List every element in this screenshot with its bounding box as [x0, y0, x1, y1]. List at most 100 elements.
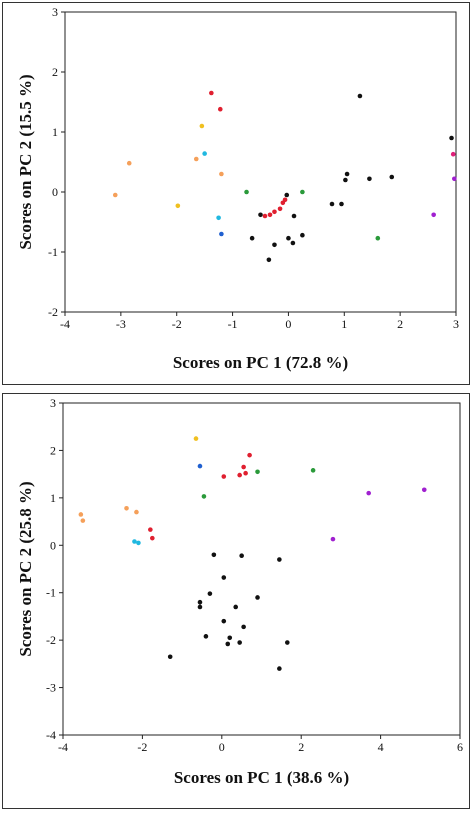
- chart-1-score-point: [267, 212, 273, 218]
- chart-1-y-tick-label: -1: [48, 245, 58, 259]
- chart-1-score-point: [272, 209, 277, 215]
- chart-2-x-tick-label: 0: [219, 740, 225, 754]
- chart-2-y-tick-label: 3: [50, 396, 56, 410]
- chart-1-score-point: [300, 232, 305, 238]
- chart-1-score-point: [219, 231, 224, 237]
- chart-2-score-point: [221, 474, 227, 479]
- chart-1-score-point: [291, 213, 297, 219]
- chart-2-score-point: [221, 575, 227, 580]
- chart-1-score-point: [209, 90, 214, 96]
- chart-1-score-point: [272, 242, 277, 248]
- chart-2-score-point: [136, 540, 141, 546]
- chart-2-x-tick-label: -2: [137, 740, 147, 754]
- chart-1-score-point: [357, 93, 363, 99]
- chart-1-y-tick-label: 1: [52, 125, 58, 139]
- chart-1-score-point: [389, 174, 395, 180]
- chart-1-score-point: [217, 106, 223, 112]
- chart-2-score-point: [366, 490, 371, 496]
- chart-2-y-tick-label: -1: [46, 586, 56, 600]
- pca-scores-plot-1: -4 -3 -2 -1 0 1 2 3 -2 -1 0 1 2 3 Scores on PC 1 (72.8…: [2, 2, 470, 385]
- chart-1-x-tick-label: -2: [172, 317, 182, 331]
- chart-1-score-point: [367, 176, 372, 182]
- chart-2-score-point: [421, 487, 427, 493]
- chart-2-svg: -4 -2 0 2 4 6 -4 -3 -2 -1 0 1 2 3 Scores on PC 1 (38.6…: [16, 396, 463, 787]
- pca-scores-plot-2: -4 -2 0 2 4 6 -4 -3 -2 -1 0 1 2 3 Scores on PC 1 (38.6…: [2, 393, 470, 809]
- chart-1-x-tick-label: 0: [285, 317, 291, 331]
- chart-2-plot-frame: [62, 402, 461, 736]
- chart-2-score-point: [132, 539, 137, 544]
- chart-1-y-axis-title: Scores on PC 2 (15.5 %): [16, 74, 35, 249]
- chart-2-score-point: [148, 527, 153, 532]
- chart-2-score-point: [247, 452, 252, 458]
- chart-1-score-point: [266, 257, 272, 263]
- chart-1-y-tick-label: 2: [52, 65, 58, 79]
- chart-2-score-point: [237, 640, 242, 645]
- chart-1-x-axis-title: Scores on PC 1 (72.8 %): [173, 353, 348, 372]
- chart-1-score-point: [199, 123, 205, 129]
- chart-1-score-point: [329, 201, 335, 207]
- chart-2-score-point: [310, 468, 316, 473]
- chart-1-score-point: [193, 156, 199, 162]
- chart-2-score-point: [255, 469, 260, 475]
- chart-2-score-point: [221, 618, 227, 624]
- chart-2-score-point: [227, 635, 233, 641]
- chart-1-score-point: [452, 176, 457, 182]
- chart-2-score-point: [167, 654, 173, 660]
- chart-2-score-point: [330, 536, 336, 542]
- chart-2-score-point: [201, 494, 207, 499]
- chart-1-score-point: [431, 212, 436, 218]
- chart-2-score-point: [197, 463, 203, 469]
- chart-1-x-tick-label: 3: [453, 317, 459, 331]
- chart-2-score-point: [225, 641, 231, 647]
- chart-2-x-axis-title: Scores on PC 1 (38.6 %): [174, 768, 349, 787]
- chart-2-y-tick-label: -3: [46, 681, 56, 695]
- chart-2-score-point: [237, 472, 242, 478]
- chart-1-score-point: [286, 235, 291, 241]
- chart-1-score-point: [175, 203, 181, 209]
- chart-2-y-tick-label: 2: [50, 443, 56, 457]
- chart-1-score-point: [343, 177, 348, 183]
- chart-1-x-tick-label: 1: [341, 317, 347, 331]
- chart-2-score-point: [197, 604, 203, 610]
- chart-1-score-point: [449, 135, 454, 141]
- chart-2-y-axis-title: Scores on PC 2 (25.8 %): [16, 481, 35, 656]
- chart-1-score-point: [112, 192, 118, 198]
- chart-1-score-point: [249, 235, 255, 241]
- chart-1-plot-frame: [64, 11, 457, 313]
- chart-1-y-tick-label: -2: [48, 305, 58, 319]
- chart-2-x-tick-label: 4: [378, 740, 384, 754]
- chart-1-score-point: [216, 215, 221, 221]
- chart-2-score-point: [193, 436, 199, 441]
- chart-2-score-point: [241, 624, 246, 630]
- chart-1-score-point: [277, 206, 283, 212]
- chart-1-score-point: [300, 189, 305, 195]
- chart-2-score-point: [134, 509, 139, 515]
- chart-2-y-tick-label: -4: [46, 728, 56, 742]
- chart-2-score-point: [150, 535, 155, 541]
- chart-1-x-tick-label: -4: [60, 317, 70, 331]
- chart-2-score-point: [241, 464, 246, 470]
- chart-2-y-tick-label: -2: [46, 633, 56, 647]
- chart-1-score-point: [375, 235, 381, 241]
- chart-2-y-tick-label: 1: [50, 491, 56, 505]
- chart-1-score-point: [202, 151, 207, 156]
- chart-1-score-point: [344, 171, 350, 177]
- chart-1-score-point: [290, 240, 296, 246]
- chart-2-score-point: [80, 518, 86, 523]
- chart-1-x-tick-label: -3: [116, 317, 126, 331]
- chart-2-score-point: [239, 553, 244, 559]
- chart-2-x-tick-label: -4: [58, 740, 68, 754]
- chart-2-score-point: [78, 512, 84, 517]
- chart-1-score-point: [258, 212, 263, 218]
- chart-2-score-point: [211, 552, 217, 558]
- chart-2-score-point: [124, 505, 129, 511]
- chart-1-x-tick-label: 2: [397, 317, 403, 331]
- chart-1-score-point: [262, 213, 268, 219]
- chart-2-score-point: [285, 640, 290, 645]
- chart-1-score-point: [282, 197, 288, 203]
- chart-1-score-point: [219, 171, 224, 177]
- chart-2-score-point: [233, 604, 238, 610]
- chart-1-svg: -4 -3 -2 -1 0 1 2 3 -2 -1 0 1 2 3 Scores on PC 1 (72.8…: [16, 5, 459, 372]
- chart-2-x-tick-label: 2: [298, 740, 304, 754]
- chart-1-score-point: [339, 201, 344, 207]
